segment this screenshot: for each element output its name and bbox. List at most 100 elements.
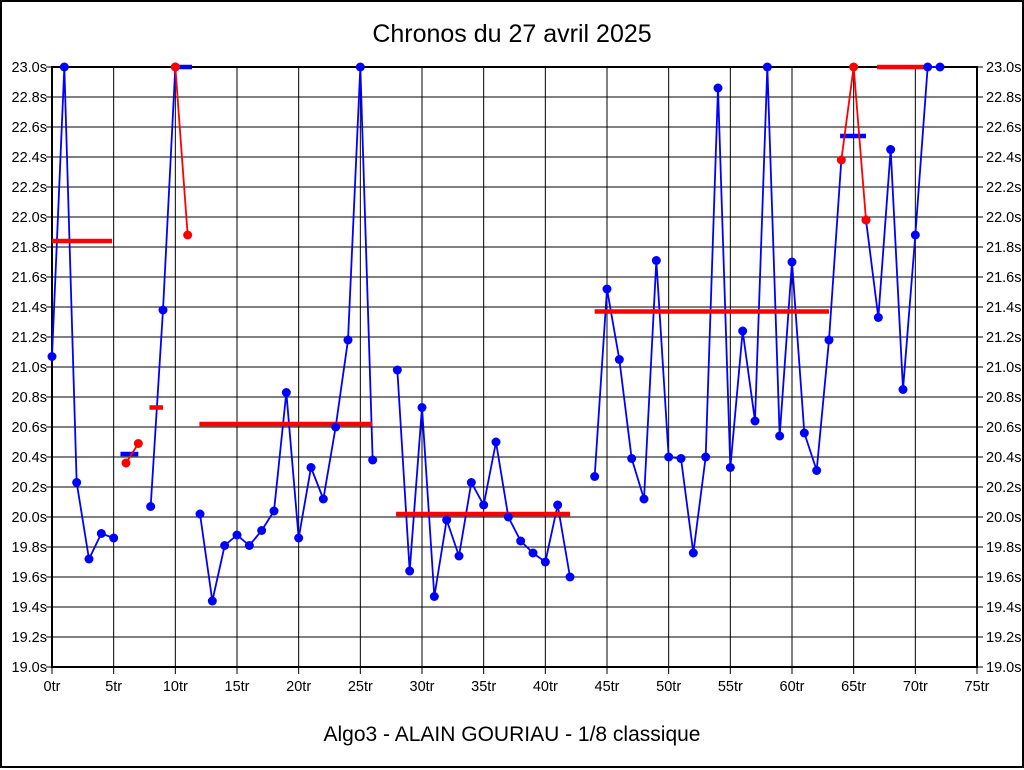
y-tick-label-right: 22.4s — [986, 150, 1021, 166]
lap-point-blue — [84, 554, 94, 564]
y-tick-label-left: 19.2s — [12, 630, 47, 646]
lap-point-red — [861, 215, 871, 225]
lap-point-blue — [787, 257, 797, 267]
lap-point-blue — [602, 284, 612, 294]
lap-point-blue — [466, 478, 476, 487]
lap-point-blue — [479, 500, 489, 510]
lap-point-red — [170, 62, 180, 72]
x-axis-labels: 0tr 5tr 10tr 15tr 20tr 25tr 30tr 35tr 40tr 45tr 50… — [44, 679, 990, 695]
lap-point-blue — [750, 416, 760, 426]
y-tick-label-left: 22.4s — [12, 150, 47, 166]
lap-point-blue — [405, 566, 415, 576]
lap-point-blue — [775, 431, 785, 441]
y-tick-label-left: 23.0s — [12, 60, 47, 76]
x-tick-label: 45tr — [595, 679, 620, 695]
lap-point-blue — [824, 335, 834, 345]
y-tick-label-right: 21.0s — [986, 360, 1021, 376]
lap-point-blue — [72, 478, 82, 487]
lap-point-blue — [491, 437, 501, 447]
x-tick-label: 50tr — [656, 679, 681, 695]
x-tick-label: 65tr — [841, 679, 866, 695]
lap-point-blue — [158, 305, 168, 315]
lap-point-blue — [651, 256, 661, 265]
chart-subtitle: Algo3 - ALAIN GOURIAU - 1/8 classique — [323, 723, 701, 746]
lap-point-blue — [306, 463, 316, 472]
y-tick-label-right: 21.8s — [986, 240, 1021, 256]
lap-series-red — [174, 66, 189, 236]
lap-point-blue — [516, 536, 526, 546]
lap-point-blue — [688, 548, 698, 558]
lap-point-blue — [442, 515, 452, 525]
blue-reference-lines — [120, 64, 866, 457]
lap-point-blue — [886, 145, 896, 154]
lap-point-blue — [318, 494, 328, 504]
lap-point-blue — [799, 428, 809, 438]
x-tick-label: 55tr — [718, 679, 743, 695]
lap-point-blue — [294, 533, 304, 543]
lap-point-blue — [429, 592, 439, 601]
y-tick-label-left: 22.0s — [12, 210, 47, 226]
y-tick-label-left: 21.8s — [12, 240, 47, 256]
lap-point-blue — [343, 335, 353, 345]
lap-point-blue — [96, 529, 106, 538]
x-tick-label: 35tr — [471, 679, 496, 695]
x-tick-label: 70tr — [903, 679, 928, 695]
lap-point-blue — [873, 313, 883, 322]
lap-point-blue — [565, 572, 575, 582]
lap-point-blue — [331, 422, 341, 432]
x-tick-label: 0tr — [44, 679, 61, 695]
y-tick-label-left: 22.8s — [12, 90, 47, 106]
lap-point-red — [849, 62, 859, 72]
y-tick-label-left: 20.0s — [12, 510, 47, 526]
lap-point-blue — [898, 385, 908, 394]
y-tick-label-right: 21.6s — [986, 270, 1021, 286]
x-tick-label: 15tr — [225, 679, 250, 695]
lap-point-blue — [713, 83, 723, 93]
y-tick-label-right: 21.2s — [986, 330, 1021, 346]
lap-point-red — [121, 458, 131, 468]
lap-point-blue — [47, 352, 57, 361]
lap-point-blue — [417, 403, 427, 412]
x-tick-label: 40tr — [533, 679, 558, 695]
y-tick-label-right: 20.0s — [986, 510, 1021, 526]
y-tick-label-right: 20.8s — [986, 390, 1021, 406]
y-tick-label-left: 19.4s — [12, 600, 47, 616]
lap-point-blue — [812, 466, 822, 475]
y-tick-label-left: 21.4s — [12, 300, 47, 316]
lap-point-blue — [627, 454, 637, 463]
y-tick-label-left: 21.2s — [12, 330, 47, 346]
lap-series-blue — [149, 66, 177, 507]
lap-point-blue — [503, 512, 513, 522]
y-tick-label-right: 23.0s — [986, 60, 1021, 76]
lap-point-red — [183, 230, 193, 240]
lap-series-lines — [51, 66, 940, 602]
plot-border — [51, 66, 978, 668]
lap-point-blue — [232, 530, 242, 540]
y-tick-label-right: 19.6s — [986, 570, 1021, 586]
y-tick-label-left: 22.2s — [12, 180, 47, 196]
lap-point-blue — [368, 455, 378, 465]
lap-point-red — [133, 439, 143, 448]
lap-point-blue — [676, 454, 686, 463]
lap-point-blue — [207, 596, 217, 606]
lap-point-blue — [220, 541, 230, 550]
y-tick-label-left: 20.6s — [12, 420, 47, 436]
lap-series-blue — [828, 159, 843, 341]
lap-point-blue — [935, 62, 945, 72]
y-axis-labels-left: 23.0s 22.8s 22.6s 22.4s 22.2s 22.0s 21.8s 21.6s… — [12, 60, 47, 676]
lap-point-blue — [281, 388, 291, 397]
lap-point-blue — [639, 494, 649, 504]
lap-series-blue — [865, 66, 940, 390]
lap-point-blue — [701, 452, 711, 462]
y-tick-label-left: 19.6s — [12, 570, 47, 586]
y-tick-label-left: 22.6s — [12, 120, 47, 136]
red-reference-lines — [52, 64, 928, 517]
lap-point-blue — [355, 62, 365, 72]
lap-point-blue — [725, 463, 735, 472]
y-tick-label-right: 19.8s — [986, 540, 1021, 556]
y-tick-label-right: 21.4s — [986, 300, 1021, 316]
x-tick-label: 25tr — [348, 679, 373, 695]
lap-point-blue — [528, 548, 538, 558]
y-tick-label-right: 22.2s — [986, 180, 1021, 196]
